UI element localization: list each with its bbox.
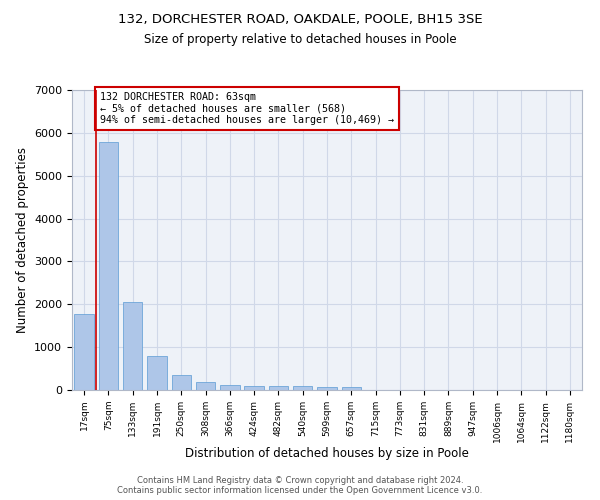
Text: 132 DORCHESTER ROAD: 63sqm
← 5% of detached houses are smaller (568)
94% of semi: 132 DORCHESTER ROAD: 63sqm ← 5% of detac…: [100, 92, 394, 126]
Bar: [99, 142, 118, 390]
Text: 132, DORCHESTER ROAD, OAKDALE, POOLE, BH15 3SE: 132, DORCHESTER ROAD, OAKDALE, POOLE, BH…: [118, 12, 482, 26]
Bar: [74, 314, 94, 390]
Bar: [172, 376, 191, 390]
Bar: [317, 387, 337, 390]
Bar: [220, 385, 239, 390]
Bar: [147, 356, 167, 390]
Bar: [123, 302, 142, 390]
Text: Size of property relative to detached houses in Poole: Size of property relative to detached ho…: [143, 32, 457, 46]
Text: Contains HM Land Registry data © Crown copyright and database right 2024.
Contai: Contains HM Land Registry data © Crown c…: [118, 476, 482, 495]
X-axis label: Distribution of detached houses by size in Poole: Distribution of detached houses by size …: [185, 448, 469, 460]
Bar: [244, 386, 264, 390]
Bar: [196, 382, 215, 390]
Bar: [293, 386, 313, 390]
Bar: [269, 386, 288, 390]
Y-axis label: Number of detached properties: Number of detached properties: [16, 147, 29, 333]
Bar: [341, 387, 361, 390]
